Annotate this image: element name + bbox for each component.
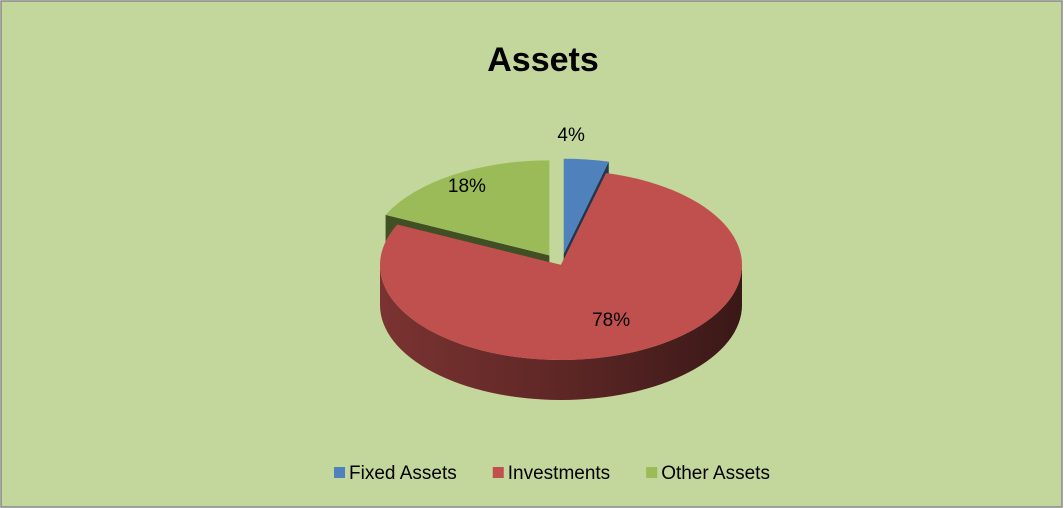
legend-swatch <box>646 467 658 478</box>
data-label: 78% <box>592 310 630 331</box>
chart-title: Assets <box>487 41 599 79</box>
slice-side-shade <box>380 265 742 400</box>
legend-swatch <box>492 467 504 478</box>
legend-label: Investments <box>508 463 610 484</box>
pie-slice <box>385 160 550 256</box>
legend-label: Fixed Assets <box>349 463 457 484</box>
legend-swatch <box>334 467 346 478</box>
data-label: 18% <box>448 176 486 197</box>
legend: Fixed Assets Investments Other Assets <box>334 463 770 484</box>
data-label: 4% <box>557 125 585 146</box>
legend-label: Other Assets <box>661 463 770 484</box>
data-labels: 4% 78% 18% <box>448 125 630 331</box>
pie-slice <box>563 158 609 254</box>
pie-tops <box>380 158 742 360</box>
pie-slice <box>380 172 742 360</box>
